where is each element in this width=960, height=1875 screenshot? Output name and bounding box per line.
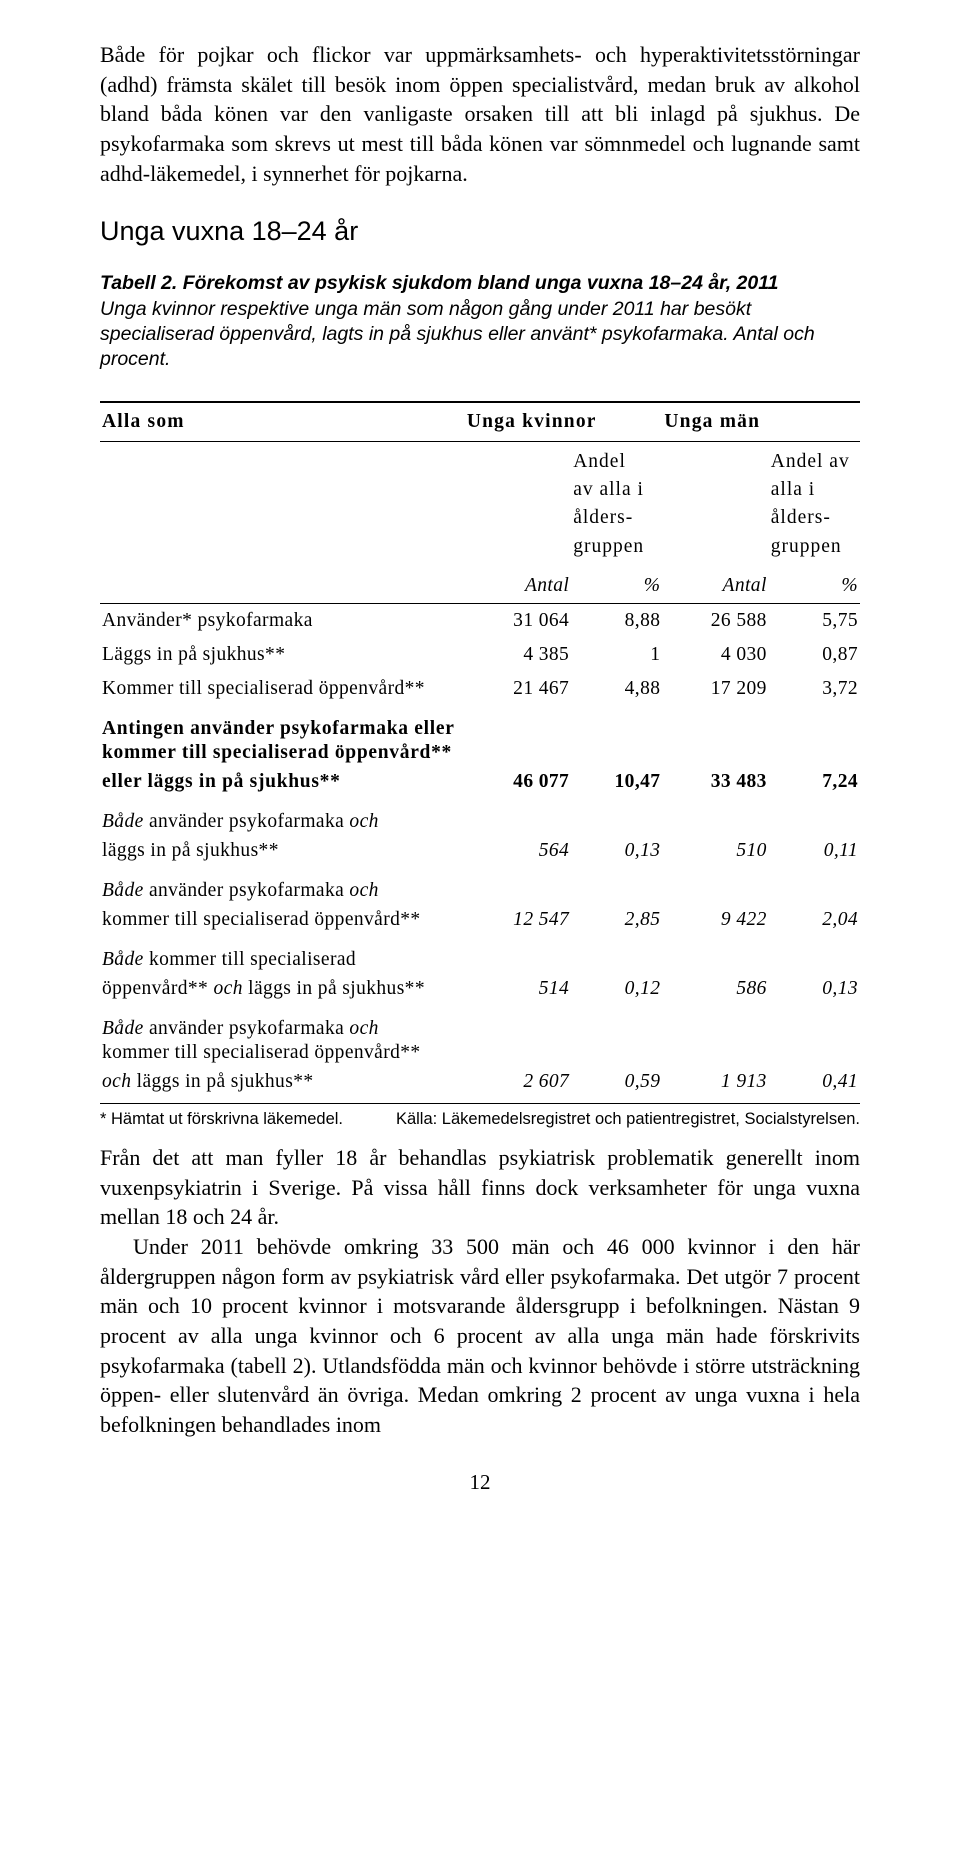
section-heading: Unga vuxna 18–24 år: [100, 216, 860, 247]
cell: 4 385: [465, 638, 571, 672]
cell: 31 064: [465, 603, 571, 638]
cell: 2,04: [769, 903, 860, 937]
cell: 17 209: [662, 672, 768, 706]
caption-desc: Unga kvinnor respektive unga män som någ…: [100, 298, 815, 371]
cell: 0,13: [769, 972, 860, 1006]
row-label: och läggs in på sjukhus**: [100, 1065, 465, 1104]
table-footnotes: * Hämtat ut förskrivna läkemedel. Källa:…: [100, 1110, 860, 1129]
row-label: kommer till specialiserad öppenvård**: [102, 909, 421, 930]
cell: 0,13: [571, 834, 662, 868]
closing-paragraph-2: Under 2011 behövde omkring 33 500 män oc…: [100, 1232, 860, 1440]
cell: 0,12: [571, 972, 662, 1006]
table-row: läggs in på sjukhus** 564 0,13 510 0,11: [100, 834, 860, 868]
row-label: Både kommer till specialiserad: [100, 937, 465, 972]
table-row: Läggs in på sjukhus** 4 385 1 4 030 0,87: [100, 638, 860, 672]
cell: 8,88: [571, 603, 662, 638]
cell: 12 547: [465, 903, 571, 937]
row-label: eller läggs in på sjukhus**: [100, 765, 465, 799]
cell: 0,41: [769, 1065, 860, 1104]
table-row: Använder* psykofarmaka 31 064 8,88 26 58…: [100, 603, 860, 638]
cell: 2,85: [571, 903, 662, 937]
cell: 33 483: [662, 765, 768, 799]
cell: 46 077: [465, 765, 571, 799]
col-header-kvinnor: Unga kvinnor: [465, 402, 663, 442]
cell: 26 588: [662, 603, 768, 638]
cell: 2 607: [465, 1065, 571, 1104]
table-row: eller läggs in på sjukhus** 46 077 10,47…: [100, 765, 860, 799]
cell: 4,88: [571, 672, 662, 706]
unit-pct-1: %: [571, 571, 662, 604]
col-header-man: Unga män: [662, 402, 860, 442]
cell: 21 467: [465, 672, 571, 706]
cell: 0,87: [769, 638, 860, 672]
intro-paragraph: Både för pojkar och flickor var uppmärks…: [100, 40, 860, 188]
subheader-kvinnor: Andelav alla iålders-gruppen: [571, 441, 662, 571]
table-row: Både kommer till specialiserad: [100, 937, 860, 972]
footnote-left: * Hämtat ut förskrivna läkemedel.: [100, 1110, 343, 1129]
table-caption: Tabell 2. Förekomst av psykisk sjukdom b…: [100, 271, 860, 372]
cell: 1: [571, 638, 662, 672]
row-label: Kommer till specialiserad öppenvård**: [100, 672, 465, 706]
page-number: 12: [100, 1470, 860, 1495]
table-row: och läggs in på sjukhus** 2 607 0,59 1 9…: [100, 1065, 860, 1104]
data-table: Alla som Unga kvinnor Unga män Andelav a…: [100, 401, 860, 1104]
table-row: Både använder psykofarmaka och: [100, 799, 860, 834]
closing-paragraph-1: Från det att man fyller 18 år behandlas …: [100, 1143, 860, 1232]
footnote-right: Källa: Läkemedelsregistret och patientre…: [396, 1110, 860, 1129]
row-label: Både använder psykofarmaka och: [100, 799, 465, 834]
row-label: Läggs in på sjukhus**: [100, 638, 465, 672]
row-label: kommer till specialiserad öppenvård**: [100, 741, 465, 765]
table-row: kommer till specialiserad öppenvård**: [100, 1041, 860, 1065]
cell: 5,75: [769, 603, 860, 638]
table-row: öppenvård** och läggs in på sjukhus** 51…: [100, 972, 860, 1006]
unit-pct-2: %: [769, 571, 860, 604]
cell: 7,24: [769, 765, 860, 799]
cell: 0,59: [571, 1065, 662, 1104]
unit-antal-1: Antal: [465, 571, 571, 604]
row-label: läggs in på sjukhus**: [102, 840, 279, 861]
row-label: Använder* psykofarmaka: [100, 603, 465, 638]
cell: 1 913: [662, 1065, 768, 1104]
cell: 514: [465, 972, 571, 1006]
caption-title: Tabell 2. Förekomst av psykisk sjukdom b…: [100, 272, 778, 294]
cell: 510: [662, 834, 768, 868]
row-label: Antingen använder psykofarmaka eller: [100, 706, 465, 741]
cell: 0,11: [769, 834, 860, 868]
row-label: kommer till specialiserad öppenvård**: [102, 1042, 421, 1063]
table-row: Både använder psykofarmaka och: [100, 1006, 860, 1041]
table-row: kommer till specialiserad öppenvård** 12…: [100, 903, 860, 937]
subheader-man: Andel avalla iålders-gruppen: [769, 441, 860, 571]
col-header-alla: Alla som: [100, 402, 465, 442]
table-row: kommer till specialiserad öppenvård**: [100, 741, 860, 765]
row-label: öppenvård** och läggs in på sjukhus**: [100, 972, 465, 1006]
cell: 3,72: [769, 672, 860, 706]
row-label: Både använder psykofarmaka och: [100, 1006, 465, 1041]
unit-antal-2: Antal: [662, 571, 768, 604]
cell: 10,47: [571, 765, 662, 799]
cell: 4 030: [662, 638, 768, 672]
cell: 9 422: [662, 903, 768, 937]
cell: 564: [465, 834, 571, 868]
table-row: Både använder psykofarmaka och: [100, 868, 860, 903]
row-label: Både använder psykofarmaka och: [100, 868, 465, 903]
table-row: Kommer till specialiserad öppenvård** 21…: [100, 672, 860, 706]
table-row: Antingen använder psykofarmaka eller: [100, 706, 860, 741]
cell: 586: [662, 972, 768, 1006]
